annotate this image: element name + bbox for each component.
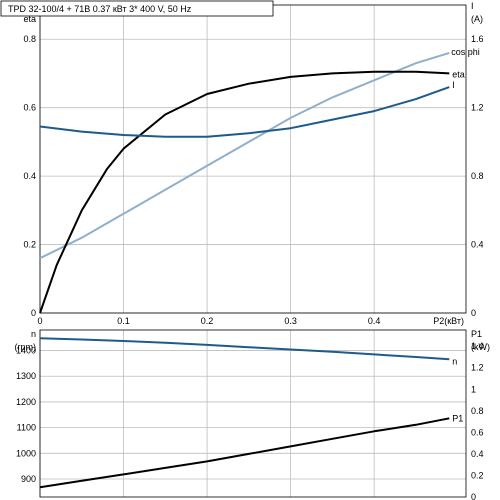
x-tick-label-0-2: 0.2 <box>201 316 214 326</box>
y-right-tick-label: 0.4 <box>471 240 484 250</box>
y-left-tick-label: 1400 <box>16 346 36 356</box>
y-right-tick-label: 1.4 <box>471 341 484 351</box>
series-label-eta: eta <box>452 69 465 79</box>
y-right-tick-label: 1.6 <box>471 34 484 44</box>
series-line-p1 <box>39 417 450 489</box>
y-right-tick-label: 0.8 <box>471 171 484 181</box>
series-label-n: n <box>452 356 457 366</box>
series-line-i <box>39 86 450 138</box>
y-left-title-rpm: (rpm) <box>15 342 37 352</box>
y-right-tick-label: 0.6 <box>471 427 484 437</box>
y-right-title-unit: (A) <box>471 14 483 24</box>
y-right-tick-label: 1 <box>471 384 476 394</box>
y-left-tick-label: 1200 <box>16 397 36 407</box>
y-left-title-n: n <box>31 329 36 339</box>
series-label-p1: P1 <box>452 413 463 423</box>
y-right-title-p1: P1 <box>471 329 482 339</box>
y-right-tick-label: 0 <box>471 492 476 500</box>
series-line-n <box>39 337 450 361</box>
series-line-cos-phi <box>39 51 450 260</box>
y-right-tick-label: 1.2 <box>471 363 484 373</box>
y-right-title-i: I <box>471 1 474 11</box>
y-left-tick-label: 0.4 <box>23 171 36 181</box>
series-layer <box>39 51 450 489</box>
y-left-tick-label: 0.8 <box>23 34 36 44</box>
y-right-tick-label: 0.8 <box>471 406 484 416</box>
x-tick-label-0-3: 0.3 <box>284 316 297 326</box>
y-right-tick-label: 0.2 <box>471 470 484 480</box>
y-left-tick-label: 0.6 <box>23 103 36 113</box>
series-label-i: I <box>452 80 455 90</box>
y-right-tick-label: 0 <box>471 308 476 318</box>
top-plot-frame <box>39 4 467 314</box>
y-right-tick-label: 0.4 <box>471 449 484 459</box>
bottom-plot-frame <box>39 329 467 498</box>
y-left-tick-label: 1000 <box>16 448 36 458</box>
x-tick-label-0-4: 0.4 <box>368 316 381 326</box>
header-frame <box>0 0 274 17</box>
header-box: TPD 32-100/4 + 71B 0.37 кВт 3* 400 V, 50… <box>0 0 274 17</box>
y-left-tick-label: 1100 <box>17 423 36 433</box>
x-tick-label-0: 0 <box>37 316 42 326</box>
y-left-tick-label: 1300 <box>16 371 36 381</box>
frame-layer <box>39 4 467 498</box>
series-line-eta <box>39 70 450 314</box>
series-label-cos-phi: cos phi <box>451 47 480 57</box>
y-left-tick-label: 0 <box>31 308 36 318</box>
y-left-tick-label: 900 <box>21 474 36 484</box>
y-left-title-eta: eta <box>23 14 36 24</box>
y-right-tick-label: 1.2 <box>471 103 484 113</box>
header-text: TPD 32-100/4 + 71B 0.37 кВт 3* 400 V, 50… <box>8 4 192 14</box>
y-right-title-kw: (kW) <box>471 342 490 352</box>
y-left-tick-label: 0.2 <box>23 240 36 250</box>
x-axis-label: P2(кВт) <box>433 316 464 326</box>
grid-layer <box>39 5 466 497</box>
x-tick-label-0-1: 0.1 <box>117 316 130 326</box>
